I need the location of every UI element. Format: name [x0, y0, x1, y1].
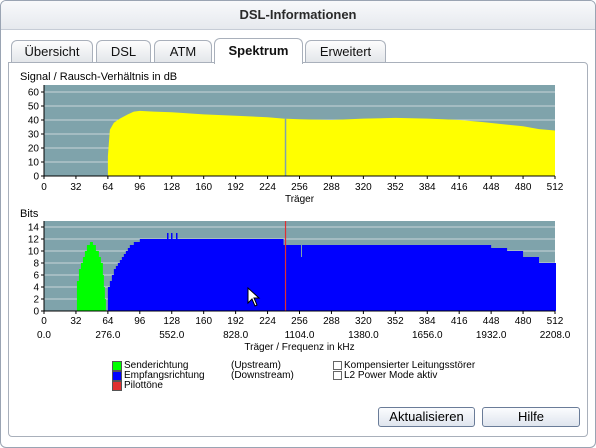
tab-erweitert[interactable]: Erweitert [305, 40, 386, 62]
help-button[interactable]: Hilfe [482, 407, 580, 427]
tab-dsl[interactable]: DSL [96, 40, 151, 62]
legend-crosstalk-label: Kompensierter Leitungsstörer [344, 360, 476, 371]
bits-xtick-label: 320 [355, 316, 372, 327]
snr-xtick-label: 416 [451, 182, 468, 193]
downstream-swatch [112, 371, 122, 381]
snr-ytick-label: 60 [28, 88, 40, 99]
snr-ytick-label: 50 [28, 102, 40, 113]
bits-upstream-area [76, 242, 106, 311]
bits-freq-label: 1932.0 [476, 330, 507, 341]
tab-atm[interactable]: ATM [154, 40, 212, 62]
l2-checkbox [333, 371, 342, 380]
snr-xtick-label: 160 [195, 182, 212, 193]
bits-downstream-area [107, 239, 556, 311]
snr-xlabel: Träger [285, 194, 315, 205]
bits-xtick-label: 256 [291, 316, 308, 327]
bits-xtick-label: 64 [102, 316, 114, 327]
bits-xtick-label: 32 [70, 316, 82, 327]
snr-xtick-label: 512 [547, 182, 564, 193]
bits-ytick-label: 2 [33, 295, 39, 306]
snr-xtick-label: 480 [515, 182, 532, 193]
snr-xtick-label: 96 [134, 182, 146, 193]
snr-ytick-label: 10 [28, 158, 40, 169]
bits-freq-label: 828.0 [223, 330, 248, 341]
upstream-swatch [112, 361, 122, 371]
tab-uebersicht[interactable]: Übersicht [11, 40, 93, 62]
legend-upstream-label: Senderichtung [124, 360, 189, 371]
bits-xtick-label: 224 [259, 316, 276, 327]
tab-spektrum[interactable]: Spektrum [214, 38, 303, 64]
bits-ytick-label: 6 [33, 271, 39, 282]
snr-xtick-label: 288 [323, 182, 340, 193]
bits-xtick-label: 192 [227, 316, 244, 327]
snr-xtick-label: 448 [483, 182, 500, 193]
mouse-pointer-icon [247, 287, 261, 307]
bits-xtick-label: 512 [547, 316, 564, 327]
snr-xtick-label: 64 [102, 182, 114, 193]
legend-l2-label: L2 Power Mode aktiv [344, 370, 438, 381]
snr-chart-label: Signal / Rausch-Verhältnis in dB [20, 71, 178, 83]
bits-xtick-label: 288 [323, 316, 340, 327]
snr-xtick-label: 192 [227, 182, 244, 193]
bits-xtick-label: 160 [195, 316, 212, 327]
bits-chart-label: Bits [20, 208, 39, 220]
snr-xtick-label: 128 [163, 182, 180, 193]
bits-freq-label: 276.0 [95, 330, 120, 341]
bits-xtick-label: 448 [483, 316, 500, 327]
bits-xtick-label: 480 [515, 316, 532, 327]
snr-xtick-label: 0 [41, 182, 47, 193]
snr-xtick-label: 320 [355, 182, 372, 193]
bits-ytick-label: 10 [28, 247, 40, 258]
legend-downstream-label: Empfangsrichtung [124, 370, 205, 381]
bits-ytick-label: 0 [33, 307, 39, 318]
bits-ytick-label: 14 [28, 223, 40, 234]
bits-ytick-label: 4 [33, 283, 39, 294]
bits-xlabel: Träger / Frequenz in kHz [244, 342, 354, 353]
bits-freq-label: 1656.0 [412, 330, 443, 341]
snr-ytick-label: 40 [28, 116, 40, 127]
snr-xtick-label: 32 [70, 182, 82, 193]
bits-xtick-label: 0 [41, 316, 47, 327]
bits-freq-label: 1104.0 [285, 330, 315, 341]
bits-freq-label: 1380.0 [348, 330, 379, 341]
bits-freq-label: 0.0 [37, 330, 51, 341]
bits-xtick-label: 128 [163, 316, 180, 327]
bits-freq-label: 552.0 [159, 330, 184, 341]
bits-ytick-label: 8 [33, 259, 39, 270]
bits-ytick-label: 12 [28, 235, 40, 246]
snr-ytick-label: 0 [33, 172, 39, 183]
snr-xtick-label: 256 [291, 182, 308, 193]
legend-pilot-label: Pilottöne [124, 380, 163, 391]
window-title: DSL-Informationen [1, 1, 595, 30]
snr-ytick-label: 20 [28, 144, 40, 155]
snr-ytick-label: 30 [28, 130, 40, 141]
legend-upstream-note: (Upstream) [231, 360, 282, 371]
crosstalk-checkbox [333, 361, 342, 370]
legend-downstream-note: (Downstream) [231, 370, 294, 381]
refresh-button[interactable]: Aktualisieren [378, 407, 475, 427]
snr-area [107, 110, 555, 176]
snr-chart: 0 10 20 30 40 50 60 0 32 64 96 128 160 192 224 256 288 32… [28, 85, 564, 205]
snr-xtick-label: 384 [419, 182, 436, 193]
bits-freq-label: 2208.0 [540, 330, 571, 341]
bits-xtick-label: 384 [419, 316, 436, 327]
snr-xtick-label: 352 [387, 182, 404, 193]
snr-xtick-label: 224 [259, 182, 276, 193]
bits-xtick-label: 352 [387, 316, 404, 327]
pilot-swatch [112, 381, 122, 391]
bits-xtick-label: 416 [451, 316, 468, 327]
bits-xtick-label: 96 [134, 316, 146, 327]
